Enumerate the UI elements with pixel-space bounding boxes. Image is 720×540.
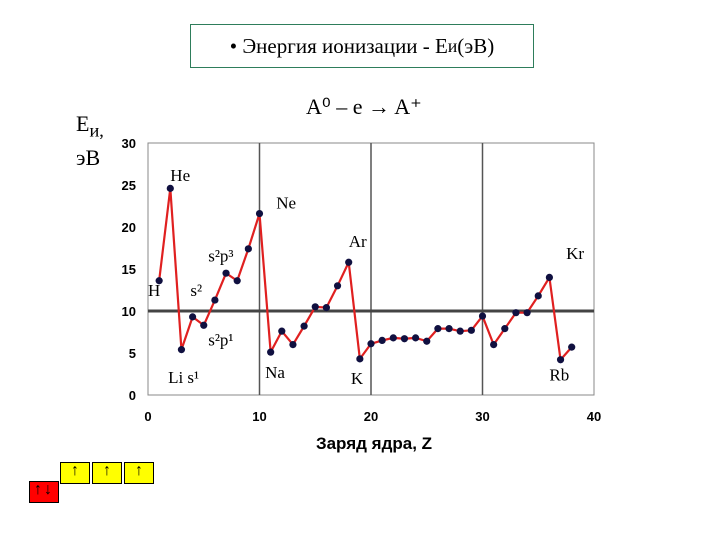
s-orbital-box: ↑↓	[29, 481, 59, 503]
data-point	[189, 313, 197, 321]
data-point	[534, 292, 542, 300]
p-orbital-box: ↑	[124, 462, 154, 484]
series-points	[155, 184, 576, 364]
annotation-label: Kr	[566, 244, 584, 263]
data-point	[556, 356, 565, 364]
y-tick-label: 30	[122, 136, 136, 151]
data-point	[412, 334, 420, 342]
annotation-label: Ar	[349, 232, 367, 251]
data-point	[490, 341, 498, 349]
x-axis-label: Заряд ядра, Z	[316, 434, 432, 453]
orbital-p-boxes: ↑ ↑ ↑	[60, 462, 156, 484]
data-point	[467, 326, 475, 334]
annotation-label: H	[148, 281, 160, 300]
y-tick-label: 10	[122, 304, 136, 319]
up-down-arrows-icon: ↑↓	[34, 481, 54, 498]
data-point	[400, 335, 409, 343]
data-point	[211, 296, 219, 304]
data-point	[322, 304, 330, 312]
data-point	[333, 282, 342, 290]
x-tick-label: 30	[475, 409, 489, 424]
data-point	[255, 209, 264, 218]
ionization-equation: A⁰ – e → A⁺	[306, 94, 422, 119]
data-point	[155, 277, 163, 285]
data-point	[177, 346, 186, 354]
annotation-label: s²p¹	[208, 330, 233, 349]
data-point	[523, 309, 531, 317]
data-point	[345, 258, 353, 266]
data-point	[244, 245, 252, 253]
y-tick-label: 5	[129, 346, 136, 361]
data-point	[166, 184, 174, 192]
data-point	[568, 343, 576, 351]
data-point	[278, 327, 286, 335]
data-point	[501, 325, 509, 333]
data-point	[545, 273, 554, 281]
p-orbital-box: ↑	[60, 462, 90, 484]
data-point	[222, 269, 230, 277]
data-point	[311, 303, 319, 311]
x-tick-label: 20	[364, 409, 378, 424]
data-point	[423, 337, 431, 345]
data-point	[289, 341, 297, 349]
title-sub: и	[447, 35, 458, 56]
annotation-label: Ne	[276, 194, 296, 213]
y-tick-label: 20	[122, 220, 136, 235]
chart-ticks: 0 10 20 30 40 0 5 10 15 20 25 30	[122, 136, 602, 424]
annotation-label: s²	[190, 281, 202, 300]
data-point	[300, 322, 308, 330]
chart-grid	[147, 142, 595, 396]
up-arrow-icon: ↑	[103, 462, 111, 479]
p-orbital-box: ↑	[92, 462, 122, 484]
x-tick-label: 40	[587, 409, 601, 424]
annotation-label: Li s¹	[168, 368, 199, 387]
y-tick-label: 15	[122, 262, 136, 277]
title-suffix: (эВ)	[457, 33, 495, 58]
data-point	[445, 325, 453, 333]
title-prefix: • Энергия ионизации - E	[229, 33, 448, 58]
data-point	[367, 340, 375, 348]
data-point	[200, 321, 208, 329]
data-point	[434, 325, 442, 333]
y-label-e: E	[76, 111, 90, 136]
annotation-label: s²p³	[208, 246, 233, 265]
data-point	[267, 348, 275, 356]
y-label-sub: и,	[89, 120, 104, 141]
data-point	[233, 277, 241, 285]
y-tick-label: 0	[129, 388, 136, 403]
annotation-label: Rb	[549, 366, 569, 385]
annotation-label: K	[351, 369, 364, 388]
up-arrow-icon: ↑	[71, 462, 79, 479]
x-tick-label: 0	[144, 409, 151, 424]
y-axis-label: Eи, эВ	[76, 110, 104, 172]
y-label-unit: эВ	[76, 145, 101, 171]
annotation-label: He	[170, 166, 190, 185]
y-tick-label: 25	[122, 178, 136, 193]
data-point	[389, 334, 397, 342]
annotation-label: Na	[265, 363, 285, 382]
up-arrow-icon: ↑	[135, 462, 143, 479]
data-point	[478, 312, 487, 320]
data-point	[456, 327, 464, 335]
x-tick-label: 10	[252, 409, 266, 424]
data-point	[356, 355, 364, 363]
data-point	[378, 336, 386, 344]
data-point	[512, 309, 520, 317]
